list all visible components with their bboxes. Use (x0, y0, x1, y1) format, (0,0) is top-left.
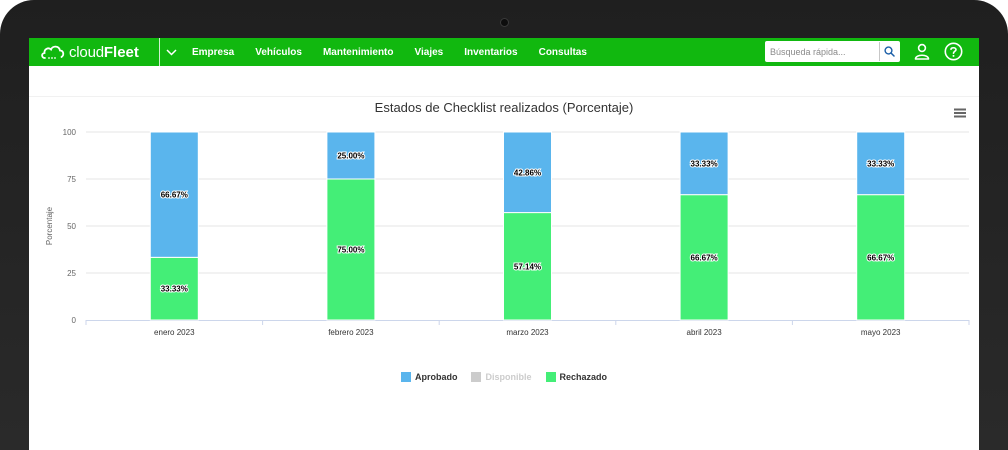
main-menu: Empresa Vehículos Mantenimiento Viajes I… (192, 47, 608, 58)
menu-toggle-button[interactable] (159, 38, 183, 66)
camera-dot (500, 18, 509, 27)
menu-item-empresa[interactable]: Empresa (192, 46, 235, 58)
data-label: 33.33% (867, 159, 894, 168)
legend-label: Aprobado (414, 372, 458, 382)
menu-item-inventarios[interactable]: Inventarios (464, 46, 518, 58)
menu-item-viajes[interactable]: Viajes (414, 46, 444, 58)
data-label: 66.67% (161, 191, 188, 200)
menu-item-mantenimiento[interactable]: Mantenimiento (322, 46, 394, 58)
bar-segment-aprobado (503, 131, 552, 214)
x-tick-label: enero 2023 (154, 328, 195, 337)
y-tick-label: 25 (67, 269, 76, 278)
search-button[interactable] (879, 42, 899, 61)
legend-item-rechazado[interactable]: Rechazado (545, 372, 608, 382)
quick-search (765, 41, 900, 62)
y-tick-label: 75 (67, 175, 76, 184)
legend-label: Disponible (485, 372, 532, 382)
bar-segment-aprobado (856, 131, 906, 196)
search-icon (884, 46, 895, 57)
bar-segment-rechazado (503, 212, 552, 321)
data-label: 25.00% (337, 152, 364, 161)
legend-swatch (471, 372, 482, 382)
y-axis-title: Porcentaje (45, 206, 54, 245)
legend-swatch (545, 372, 556, 382)
cloudfleet-logo[interactable]: cloud Fleet (29, 38, 159, 66)
data-label: 57.14% (514, 262, 541, 271)
x-tick-label: mayo 2023 (861, 328, 901, 337)
menu-item-vehiculos[interactable]: Vehículos (255, 46, 302, 58)
help-icon (944, 42, 963, 61)
y-tick-label: 0 (72, 316, 77, 325)
legend-item-disponible[interactable]: Disponible (471, 372, 532, 382)
data-label: 33.33% (691, 159, 718, 168)
legend-swatch (400, 372, 411, 382)
section-divider (29, 96, 979, 97)
hamburger-menu-icon (954, 108, 966, 118)
user-icon (914, 43, 930, 60)
data-label: 42.86% (514, 168, 541, 177)
data-label: 33.33% (161, 285, 188, 294)
menu-item-consultas[interactable]: Consultas (538, 46, 587, 58)
data-label: 66.67% (867, 253, 894, 262)
bar-segment-rechazado (326, 178, 376, 321)
y-tick-label: 100 (63, 128, 77, 137)
legend-label: Rechazado (559, 372, 608, 382)
chart-title: Estados de Checklist realizados (Porcent… (374, 100, 634, 115)
user-account-button[interactable] (914, 43, 930, 65)
stacked-bar-chart: 0 25 50 75 100 Porcentaje enero 2023 febrero 20… (45, 128, 970, 337)
logo-text-fleet: Fleet (103, 43, 139, 61)
chart-legend: Aprobado Disponible Rechazado (29, 370, 979, 384)
bar-segment-aprobado (679, 131, 729, 196)
top-navbar: cloud Fleet Empresa Vehículos Mantenimien… (29, 38, 979, 66)
logo-text-cloud: cloud (69, 43, 104, 61)
data-label: 66.67% (691, 253, 718, 262)
bar-segment-rechazado (679, 194, 729, 321)
bar-segment-aprobado (149, 131, 199, 258)
data-label: 75.00% (337, 246, 364, 255)
app-screen: cloud Fleet Empresa Vehículos Mantenimien… (29, 38, 979, 450)
quick-search-input[interactable] (765, 42, 879, 61)
cloud-logo-icon (41, 45, 65, 59)
x-tick-label: abril 2023 (687, 328, 723, 337)
bar-segment-aprobado (326, 131, 376, 180)
help-button[interactable] (944, 42, 963, 66)
x-tick-label: febrero 2023 (328, 328, 374, 337)
chart-context-menu-button[interactable] (954, 105, 966, 123)
x-tick-label: marzo 2023 (506, 328, 549, 337)
chevron-down-icon (166, 48, 177, 56)
y-tick-label: 50 (67, 222, 76, 231)
legend-item-aprobado[interactable]: Aprobado (400, 372, 458, 382)
bar-segment-rechazado (856, 194, 906, 321)
